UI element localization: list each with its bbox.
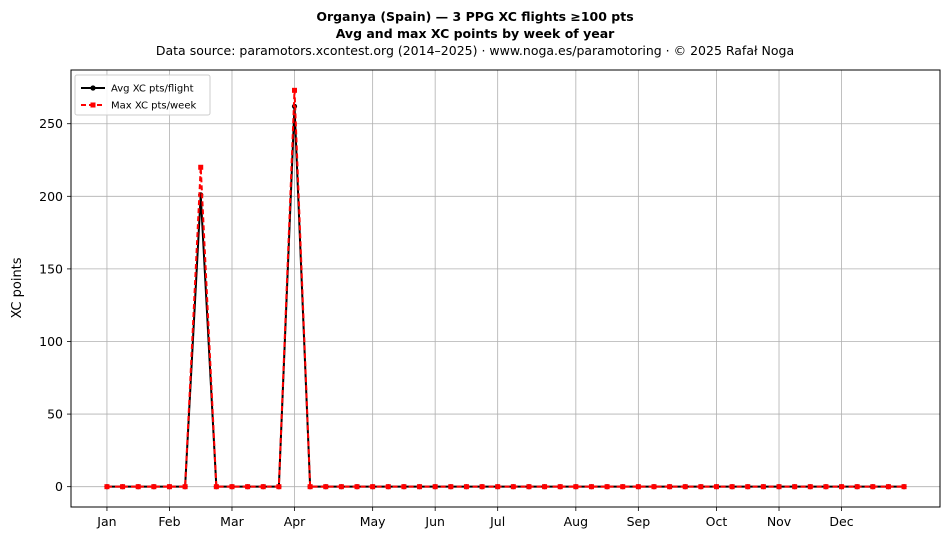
data-point	[792, 484, 798, 490]
data-point	[542, 484, 548, 490]
y-tick-label: 0	[55, 479, 63, 494]
data-point	[323, 484, 329, 490]
y-tick-label: 200	[39, 189, 63, 204]
x-tick-label: May	[360, 514, 386, 529]
legend-marker	[90, 85, 96, 91]
series-line-2	[106, 89, 905, 488]
data-point	[870, 484, 876, 490]
y-tick-label: 250	[39, 116, 63, 131]
x-tick-label: Mar	[220, 514, 244, 529]
y-tick-label: 100	[39, 334, 63, 349]
data-point	[229, 484, 235, 490]
legend-label: Max XC pts/week	[111, 101, 196, 112]
data-point	[745, 484, 751, 490]
data-point	[667, 484, 673, 490]
data-point	[526, 484, 532, 490]
data-point	[448, 484, 454, 490]
y-axis-label: XC points	[10, 257, 25, 318]
data-point	[463, 484, 469, 490]
x-tick-label: Jun	[424, 514, 445, 529]
legend-box	[74, 74, 211, 116]
data-point	[557, 484, 563, 490]
data-point	[198, 164, 204, 170]
data-point	[120, 484, 126, 490]
data-point	[729, 484, 735, 490]
chart-title: Organya (Spain) — 3 PPG XC flights ≥100 …	[316, 9, 634, 24]
x-tick-label: Oct	[706, 514, 728, 529]
data-point	[698, 484, 704, 490]
data-point	[854, 484, 860, 490]
data-point	[432, 484, 438, 490]
legend-label: Avg XC pts/flight	[111, 84, 194, 95]
series-line-1	[106, 105, 905, 488]
x-tick-label: Aug	[564, 514, 588, 529]
x-tick-label: Sep	[627, 514, 651, 529]
data-point	[713, 484, 719, 490]
data-point	[510, 484, 516, 490]
data-point	[182, 484, 188, 490]
data-point	[588, 484, 594, 490]
plot-frame	[70, 69, 941, 508]
data-point	[307, 484, 313, 490]
data-point	[823, 484, 829, 490]
data-point	[151, 484, 157, 490]
data-point	[166, 484, 172, 490]
x-tick-label: Apr	[284, 514, 306, 529]
data-point	[651, 484, 657, 490]
data-point	[354, 484, 360, 490]
data-point	[417, 484, 423, 490]
data-point	[885, 484, 891, 490]
x-tick-label: Jul	[489, 514, 505, 529]
data-point	[760, 484, 766, 490]
data-point	[276, 484, 282, 490]
data-point	[901, 484, 907, 490]
data-point	[635, 484, 641, 490]
y-tick-label: 50	[47, 407, 63, 422]
x-tick-label: Feb	[158, 514, 180, 529]
series-layer	[104, 87, 907, 490]
data-point	[604, 484, 610, 490]
data-point	[807, 484, 813, 490]
data-point	[104, 484, 110, 490]
y-tick-label: 150	[39, 261, 63, 276]
axis-layer: Jan Feb Mar Apr May Jun Jul Aug Sep Oct Nov Dec 0 50 1…	[39, 116, 854, 529]
data-point	[370, 484, 376, 490]
data-point	[213, 484, 219, 490]
data-point	[292, 87, 298, 93]
x-tick-label: Dec	[829, 514, 853, 529]
data-point	[260, 484, 266, 490]
chart-source-note: Data source: paramotors.xcontest.org (20…	[155, 43, 795, 58]
data-point	[620, 484, 626, 490]
data-point	[776, 484, 782, 490]
data-point	[401, 484, 407, 490]
x-tick-label: Nov	[767, 514, 792, 529]
data-point	[479, 484, 485, 490]
grid-layer	[71, 70, 940, 507]
legend: Avg XC pts/flight Max XC pts/week	[74, 74, 211, 116]
legend-marker	[90, 102, 96, 108]
data-point	[135, 484, 141, 490]
data-point	[682, 484, 688, 490]
data-point	[385, 484, 391, 490]
data-point	[245, 484, 251, 490]
data-point	[573, 484, 579, 490]
data-point	[495, 484, 501, 490]
chart-subtitle: Avg and max XC points by week of year	[335, 26, 615, 41]
data-point	[839, 484, 845, 490]
x-tick-label: Jan	[96, 514, 116, 529]
data-point	[338, 484, 344, 490]
